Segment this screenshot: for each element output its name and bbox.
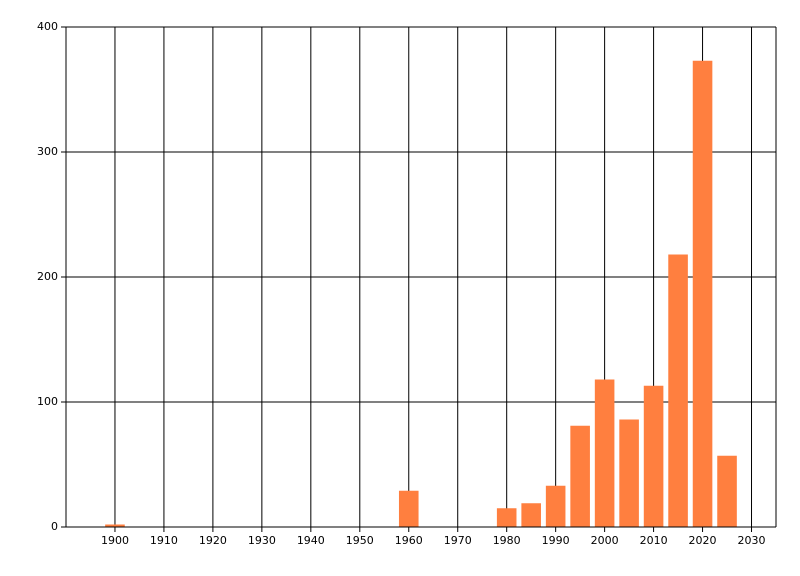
x-tick-label: 2000 [591, 534, 619, 547]
x-tick-label: 1960 [395, 534, 423, 547]
y-tick-label: 400 [37, 20, 58, 33]
bar [692, 60, 713, 527]
x-tick-label: 1980 [493, 534, 521, 547]
x-tick-label: 1910 [150, 534, 178, 547]
bar [105, 524, 125, 527]
x-tick-label: 1990 [542, 534, 570, 547]
x-tick-label: 1930 [248, 534, 276, 547]
x-tick-label: 2030 [738, 534, 766, 547]
bar [545, 485, 566, 527]
bar [643, 385, 664, 527]
y-tick-label: 0 [51, 520, 58, 533]
bar [668, 254, 688, 527]
bar [398, 490, 419, 527]
bar [570, 425, 590, 527]
bar [496, 508, 517, 527]
x-tick-label: 1940 [297, 534, 325, 547]
bar [717, 455, 737, 527]
bar [594, 379, 615, 527]
y-tick-label: 100 [37, 395, 58, 408]
y-tick-label: 200 [37, 270, 58, 283]
y-tick-label: 300 [37, 145, 58, 158]
x-tick-label: 2010 [640, 534, 668, 547]
x-tick-label: 2020 [689, 534, 717, 547]
bar [521, 503, 541, 527]
x-tick-label: 1920 [199, 534, 227, 547]
x-tick-label: 1970 [444, 534, 472, 547]
x-tick-label: 1900 [101, 534, 129, 547]
bar [619, 419, 639, 527]
x-tick-label: 1950 [346, 534, 374, 547]
